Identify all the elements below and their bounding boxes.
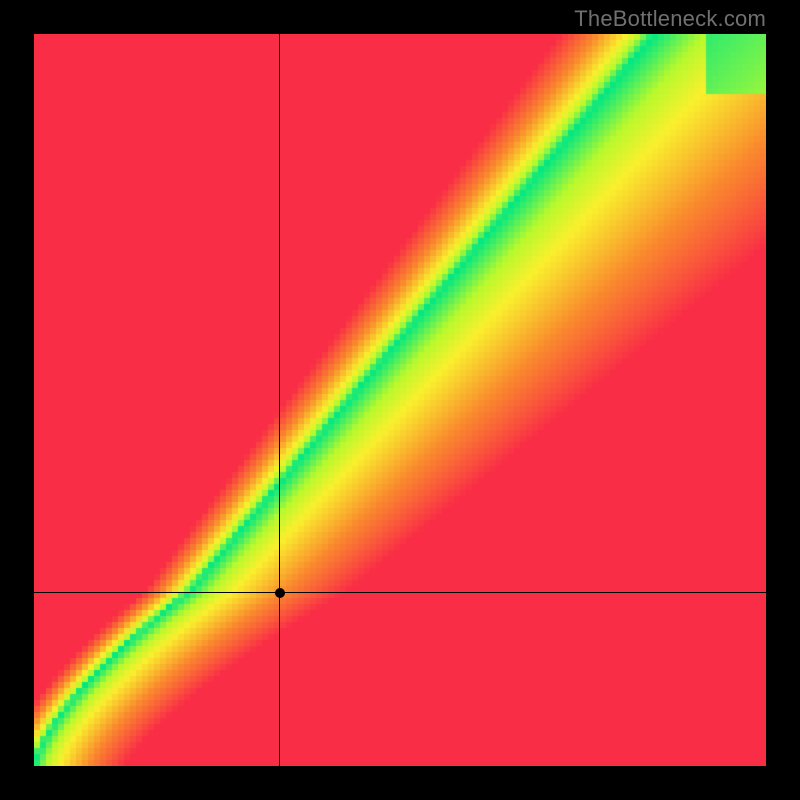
bottleneck-heatmap <box>34 34 766 766</box>
figure-container: TheBottleneck.com <box>0 0 800 800</box>
watermark-text: TheBottleneck.com <box>574 6 766 32</box>
